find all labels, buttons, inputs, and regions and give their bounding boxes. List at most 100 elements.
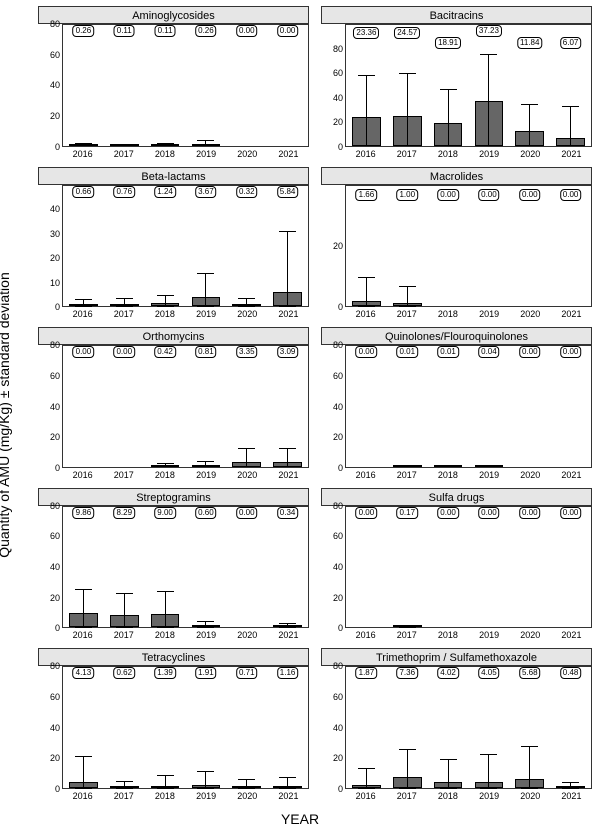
plot-area: 0.000.010.010.040.000.00	[345, 345, 592, 468]
errorbar-cap	[157, 466, 174, 467]
y-ticks: 020	[321, 185, 345, 308]
errorbar-cap	[562, 145, 579, 146]
mean-annotation: 1.66	[356, 189, 378, 201]
x-tick-label: 2019	[469, 147, 510, 161]
x-tick-label: 2017	[103, 789, 144, 803]
y-tick-label: 80	[333, 661, 343, 671]
errorbar	[366, 75, 367, 145]
errorbar-cap	[480, 754, 497, 755]
mean-annotation: 8.29	[113, 507, 135, 519]
plot-area: 0.000.000.420.813.353.09	[62, 345, 309, 468]
x-tick-label: 2018	[144, 468, 185, 482]
panel-title: Beta-lactams	[38, 167, 309, 185]
y-tick-label: 0	[338, 142, 343, 152]
x-tick-label: 2016	[62, 468, 103, 482]
errorbar-cap	[399, 286, 416, 287]
errorbar-cap	[157, 463, 174, 464]
x-tick-label: 2017	[386, 789, 427, 803]
errorbar-cap	[157, 775, 174, 776]
y-tick-label: 40	[50, 562, 60, 572]
errorbar-cap	[157, 145, 174, 146]
plot-wrap: 0204060800.000.170.000.000.000.00	[321, 506, 592, 629]
errorbar-cap	[116, 781, 133, 782]
y-tick-label: 40	[333, 562, 343, 572]
mean-annotation: 0.00	[356, 507, 378, 519]
errorbar-cap	[75, 299, 92, 300]
x-tick-label: 2021	[551, 468, 592, 482]
y-tick-label: 0	[55, 463, 60, 473]
errorbar-cap	[116, 306, 133, 307]
errorbar	[83, 590, 84, 627]
errorbar	[287, 777, 288, 788]
panel: Orthomycins0204060800.000.000.420.813.35…	[38, 327, 309, 482]
errorbar-cap	[197, 466, 214, 467]
x-tick-label: 2020	[510, 628, 551, 642]
plot-area: 1.877.364.024.055.680.48	[345, 666, 592, 789]
x-tick-label: 2019	[469, 789, 510, 803]
y-tick-label: 80	[333, 340, 343, 350]
x-tick-label: 2021	[551, 789, 592, 803]
x-axis-label: YEAR	[0, 811, 600, 827]
x-tick-label: 2016	[345, 789, 386, 803]
y-tick-label: 20	[333, 241, 343, 251]
errorbar-cap	[521, 746, 538, 747]
plot-area: 4.130.621.391.910.711.16	[62, 666, 309, 789]
x-tick-label: 2021	[268, 468, 309, 482]
plot-wrap: 0102030400.660.761.243.670.325.84	[38, 185, 309, 308]
panel: Beta-lactams0102030400.660.761.243.670.3…	[38, 167, 309, 322]
mean-annotation: 7.36	[396, 667, 418, 679]
x-tick-label: 2020	[510, 468, 551, 482]
mean-annotation: 11.84	[517, 37, 542, 49]
mean-annotation: 0.26	[195, 25, 217, 37]
y-tick-label: 40	[50, 402, 60, 412]
x-tick-label: 2019	[186, 307, 227, 321]
errorbar-cap	[197, 621, 214, 622]
y-tick-label: 60	[50, 531, 60, 541]
y-tick-label: 40	[333, 402, 343, 412]
errorbar-cap	[238, 306, 255, 307]
errorbar-cap	[440, 788, 457, 789]
errorbar-cap	[279, 777, 296, 778]
errorbar-cap	[75, 627, 92, 628]
x-tick-label: 2020	[227, 468, 268, 482]
y-tick-label: 20	[333, 753, 343, 763]
mean-annotation: 4.02	[437, 667, 459, 679]
mean-annotation: 1.39	[154, 667, 176, 679]
errorbar-cap	[238, 466, 255, 467]
x-axis: 201620172018201920202021	[345, 628, 592, 642]
mean-annotation: 0.17	[396, 507, 418, 519]
mean-annotation: 0.00	[236, 507, 258, 519]
errorbar-cap	[116, 145, 133, 146]
plot-wrap: 0204060801.877.364.024.055.680.48	[321, 666, 592, 789]
errorbar-cap	[279, 466, 296, 467]
errorbar-cap	[238, 779, 255, 780]
mean-annotation: 1.16	[277, 667, 299, 679]
mean-annotation: 1.91	[195, 667, 217, 679]
errorbar	[366, 769, 367, 788]
errorbar-cap	[75, 589, 92, 590]
panel-title: Streptogramins	[38, 488, 309, 506]
errorbar	[165, 591, 166, 627]
x-tick-label: 2016	[62, 789, 103, 803]
errorbar	[165, 775, 166, 788]
errorbar-cap	[279, 788, 296, 789]
x-tick-label: 2021	[268, 307, 309, 321]
y-tick-label: 60	[333, 531, 343, 541]
mean-annotation: 0.00	[560, 189, 582, 201]
x-axis: 201620172018201920202021	[62, 307, 309, 321]
x-tick-label: 2019	[186, 468, 227, 482]
panel: Streptogramins0204060809.868.299.000.600…	[38, 488, 309, 643]
mean-annotation: 0.00	[73, 346, 95, 358]
x-axis: 201620172018201920202021	[62, 789, 309, 803]
errorbar-cap	[197, 273, 214, 274]
x-tick-label: 2019	[186, 147, 227, 161]
y-ticks: 020406080	[321, 345, 345, 468]
errorbar-cap	[358, 768, 375, 769]
y-tick-label: 80	[333, 44, 343, 54]
x-tick-label: 2017	[386, 628, 427, 642]
mean-annotation: 3.09	[277, 346, 299, 358]
mean-annotation: 0.00	[478, 507, 500, 519]
errorbar	[205, 273, 206, 306]
errorbar-cap	[440, 145, 457, 146]
mean-annotation: 0.00	[437, 189, 459, 201]
